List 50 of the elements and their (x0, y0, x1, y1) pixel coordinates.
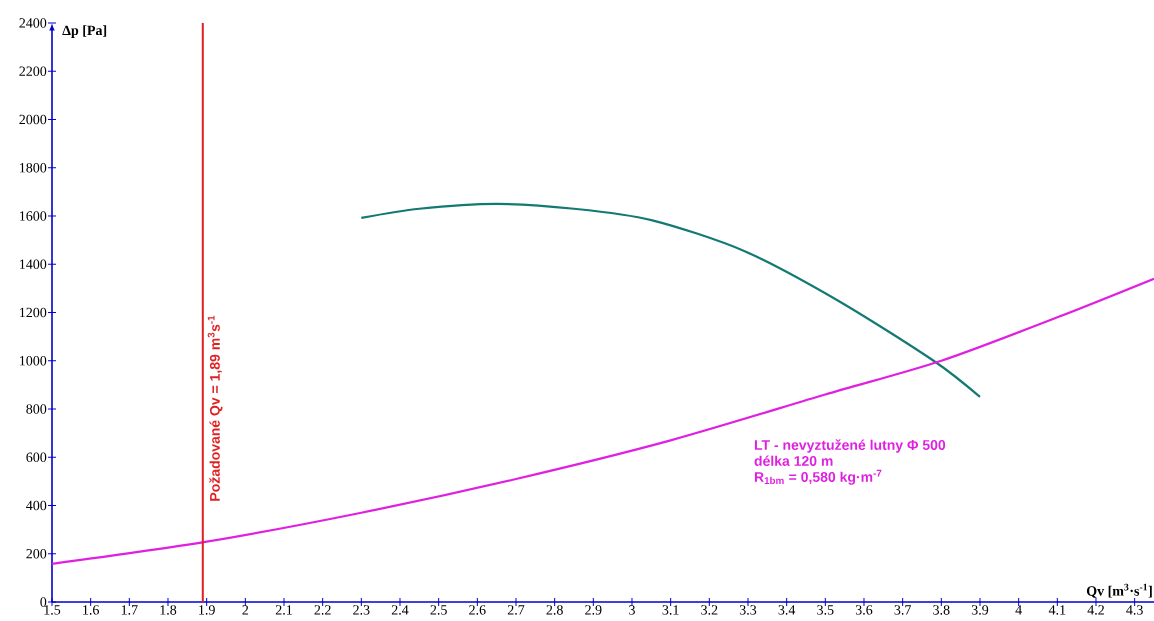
series-label: LT - nevyztužené lutny Φ 500 (754, 439, 946, 453)
x-tick-label: 4.1 (1048, 605, 1066, 615)
x-tick-label: 1.6 (83, 605, 99, 615)
x-tick-label: 3.5 (817, 605, 834, 615)
x-tick-label: 4.2 (1087, 605, 1104, 615)
x-tick-label: 1.5 (44, 605, 61, 615)
x-tick-label: 3.8 (933, 605, 950, 615)
y-tick-label: 2000 (19, 114, 47, 125)
x-tick-label: 1.9 (199, 605, 215, 615)
y-tick-label: 0 (40, 597, 47, 607)
line-series (50, 277, 1154, 565)
x-tick-label: 2.5 (430, 605, 447, 615)
x-tick-label: 3.1 (662, 605, 679, 615)
x-tick-label: 3.2 (701, 605, 718, 615)
y-tick-label: 2400 (19, 18, 47, 28)
line-series (360, 202, 982, 399)
ref-line-label: Požadované Qv = 1,89 m$^{3}$s$^{-1}$ (207, 315, 223, 501)
x-tick-label: 4 (1015, 605, 1022, 615)
x-axis-title: Qv [m$^{3}$·s$^{-1}$] (1086, 583, 1152, 598)
y-tick-label: 2200 (19, 66, 47, 76)
x-tick-label: 1.7 (121, 605, 138, 615)
y-tick-label: 1400 (20, 259, 47, 269)
x-tick-label: 4.3 (1126, 605, 1143, 615)
x-tick-label: 3.6 (855, 605, 873, 615)
x-tick-label: 1.8 (160, 605, 177, 615)
annotation: délka 120 m (754, 455, 833, 466)
x-tick-label: 3.4 (778, 605, 796, 615)
x-tick-label: 3.7 (894, 605, 911, 615)
x-tick-label: 2.3 (353, 605, 370, 615)
x-tick-label: 3 (629, 605, 635, 615)
annotation: R$_{1bm}$ = 0,580 kg·m$^{-7}$ (754, 469, 882, 485)
x-tick-label: 2.8 (546, 605, 563, 615)
y-tick-label: 600 (26, 452, 47, 462)
y-tick-label: 400 (26, 500, 47, 511)
x-tick-label: 2.2 (314, 605, 331, 615)
x-tick-label: 2.4 (391, 605, 409, 615)
y-tick-label: 1000 (20, 356, 47, 366)
y-tick-label: 1600 (20, 211, 47, 221)
y-tick-label: 800 (26, 404, 47, 414)
x-tick-label: 2.9 (585, 605, 602, 615)
x-tick-label: 3.9 (971, 605, 989, 615)
y-tick-label: 200 (26, 549, 47, 559)
y-tick-label: 1200 (20, 307, 47, 318)
y-tick-label: 1800 (20, 163, 47, 173)
x-tick-label: 2.1 (275, 605, 292, 615)
y-axis-title: Δp [Pa] (62, 25, 107, 38)
x-tick-label: 3.3 (739, 605, 757, 615)
x-tick-label: 2.7 (507, 605, 525, 615)
x-tick-label: 2.6 (469, 605, 486, 615)
x-tick-label: 2 (242, 605, 249, 615)
